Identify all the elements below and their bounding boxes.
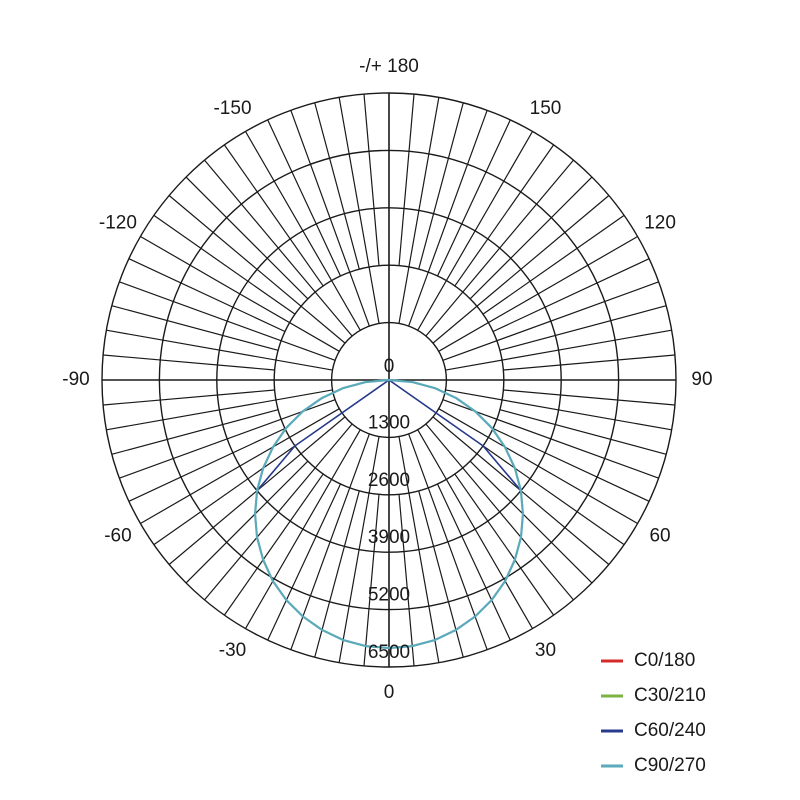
grid-spoke	[223, 473, 324, 616]
legend-item: C30/210	[601, 685, 706, 706]
grid-spoke	[442, 399, 659, 479]
grid-spoke	[128, 258, 286, 333]
grid-spoke	[503, 389, 675, 406]
grid-spoke	[492, 258, 650, 333]
grid-spoke	[140, 408, 340, 525]
grid-spoke	[438, 408, 638, 525]
polar-grid	[101, 92, 677, 668]
radial-tick-labels: 0 1300 2600 3900 5200 6500	[368, 356, 410, 663]
grid-spoke	[503, 354, 675, 371]
radial-tick-label: 1300	[368, 412, 410, 433]
grid-spoke	[140, 235, 340, 352]
grid-spoke	[438, 235, 638, 352]
grid-spoke	[111, 409, 279, 455]
grid-spoke	[469, 460, 593, 584]
radial-tick-label: 0	[384, 356, 395, 377]
radial-tick-label: 3900	[368, 527, 410, 548]
angle-tick-label: 120	[644, 213, 676, 234]
grid-spoke	[338, 436, 380, 663]
grid-spoke	[244, 429, 361, 629]
grid-spoke	[111, 305, 279, 351]
grid-spoke	[398, 97, 440, 324]
grid-spoke	[363, 94, 380, 266]
radial-tick-label: 5200	[368, 585, 410, 606]
legend-item: C90/270	[601, 755, 706, 776]
grid-spoke	[445, 329, 672, 371]
grid-spoke	[363, 494, 380, 666]
series-curve-C90-270	[253, 378, 525, 650]
grid-spoke	[244, 131, 361, 331]
angle-tick-label: -150	[213, 98, 251, 119]
angle-tick-label: 60	[649, 526, 670, 547]
grid-spoke	[408, 433, 488, 650]
grid-spoke	[223, 144, 324, 287]
grid-spoke	[204, 423, 353, 601]
grid-spoke	[314, 490, 360, 658]
grid-spoke	[417, 429, 534, 629]
grid-spoke	[398, 94, 415, 266]
grid-spoke	[499, 305, 667, 351]
angle-tick-label: -120	[99, 213, 137, 234]
grid-spoke	[499, 409, 667, 455]
grid-spoke	[445, 389, 672, 431]
legend: C0/180 C30/210 C60/240 C90/270	[601, 650, 706, 776]
legend-item: C60/240	[601, 720, 706, 741]
grid-spoke	[267, 483, 342, 641]
grid-spoke	[185, 460, 309, 584]
grid-spoke	[153, 214, 296, 315]
legend-label: C90/270	[634, 755, 706, 776]
grid-spoke	[119, 281, 336, 361]
angle-tick-label: -90	[62, 369, 89, 390]
legend-label: C0/180	[634, 650, 695, 671]
grid-spoke	[482, 214, 625, 315]
angle-tick-label: -60	[104, 526, 131, 547]
grid-spoke	[119, 399, 336, 479]
grid-spoke	[418, 102, 464, 270]
grid-spoke	[168, 195, 346, 344]
grid-spoke	[153, 445, 296, 546]
grid-spoke	[103, 354, 275, 371]
grid-spoke	[267, 119, 342, 277]
grid-spoke	[398, 494, 415, 666]
grid-spoke	[425, 423, 574, 601]
legend-label: C30/210	[634, 685, 706, 706]
legend-item: C0/180	[601, 650, 695, 671]
angle-tick-label: 0	[384, 682, 395, 703]
grid-spoke	[454, 473, 555, 616]
grid-spoke	[436, 119, 511, 277]
grid-spoke	[418, 490, 464, 658]
grid-spoke	[469, 176, 593, 300]
grid-spoke	[442, 281, 659, 361]
grid-spoke	[454, 144, 555, 287]
grid-spoke	[492, 427, 650, 502]
grid-spoke	[482, 445, 625, 546]
grid-spoke	[398, 436, 440, 663]
angle-tick-label: 90	[691, 369, 712, 390]
grid-spoke	[106, 329, 333, 371]
angle-tick-label: -30	[219, 640, 246, 661]
grid-spoke	[314, 102, 360, 270]
intensity-curves	[253, 378, 525, 650]
grid-spoke	[106, 389, 333, 431]
grid-spoke	[128, 427, 286, 502]
grid-spoke	[408, 110, 488, 327]
grid-spoke	[338, 97, 380, 324]
angle-tick-label: 30	[535, 640, 556, 661]
legend-label: C60/240	[634, 720, 706, 741]
grid-spoke	[425, 159, 574, 337]
grid-spoke	[103, 389, 275, 406]
grid-spoke	[432, 195, 610, 344]
angle-tick-label: 150	[530, 98, 562, 119]
radial-tick-label: 2600	[368, 470, 410, 491]
grid-spoke	[436, 483, 511, 641]
grid-spoke	[204, 159, 353, 337]
angle-tick-labels: 0 30 60 90 120 150 -/+ 180 -150 -120 -90 -60 -30	[62, 56, 712, 703]
grid-spoke	[185, 176, 309, 300]
grid-spoke	[417, 131, 534, 331]
grid-spoke	[290, 433, 370, 650]
angle-tick-label: -/+ 180	[359, 56, 419, 77]
radial-tick-label: 6500	[368, 642, 410, 663]
grid-spoke	[290, 110, 370, 327]
